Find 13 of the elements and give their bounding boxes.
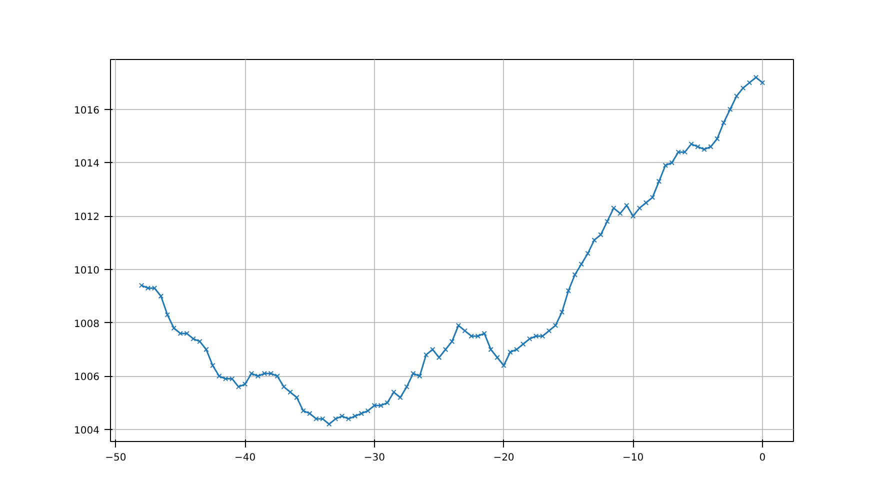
y-tick-label: 1006 [74, 372, 100, 384]
y-tick-label: 1014 [74, 158, 100, 170]
y-tick-label: 1008 [74, 318, 100, 330]
x-tick-label: −10 [622, 452, 644, 464]
x-tick-label: −20 [493, 452, 514, 464]
x-tick-label: 0 [759, 452, 766, 464]
y-tick-label: 1004 [74, 425, 100, 436]
y-tick-label: 1012 [74, 212, 100, 224]
y-tick-label: 1010 [74, 265, 100, 276]
x-tick-label: −30 [364, 452, 385, 464]
x-tick-label: −40 [234, 452, 256, 464]
x-tick-label: −50 [105, 452, 126, 464]
y-tick-label: 1016 [74, 105, 100, 116]
